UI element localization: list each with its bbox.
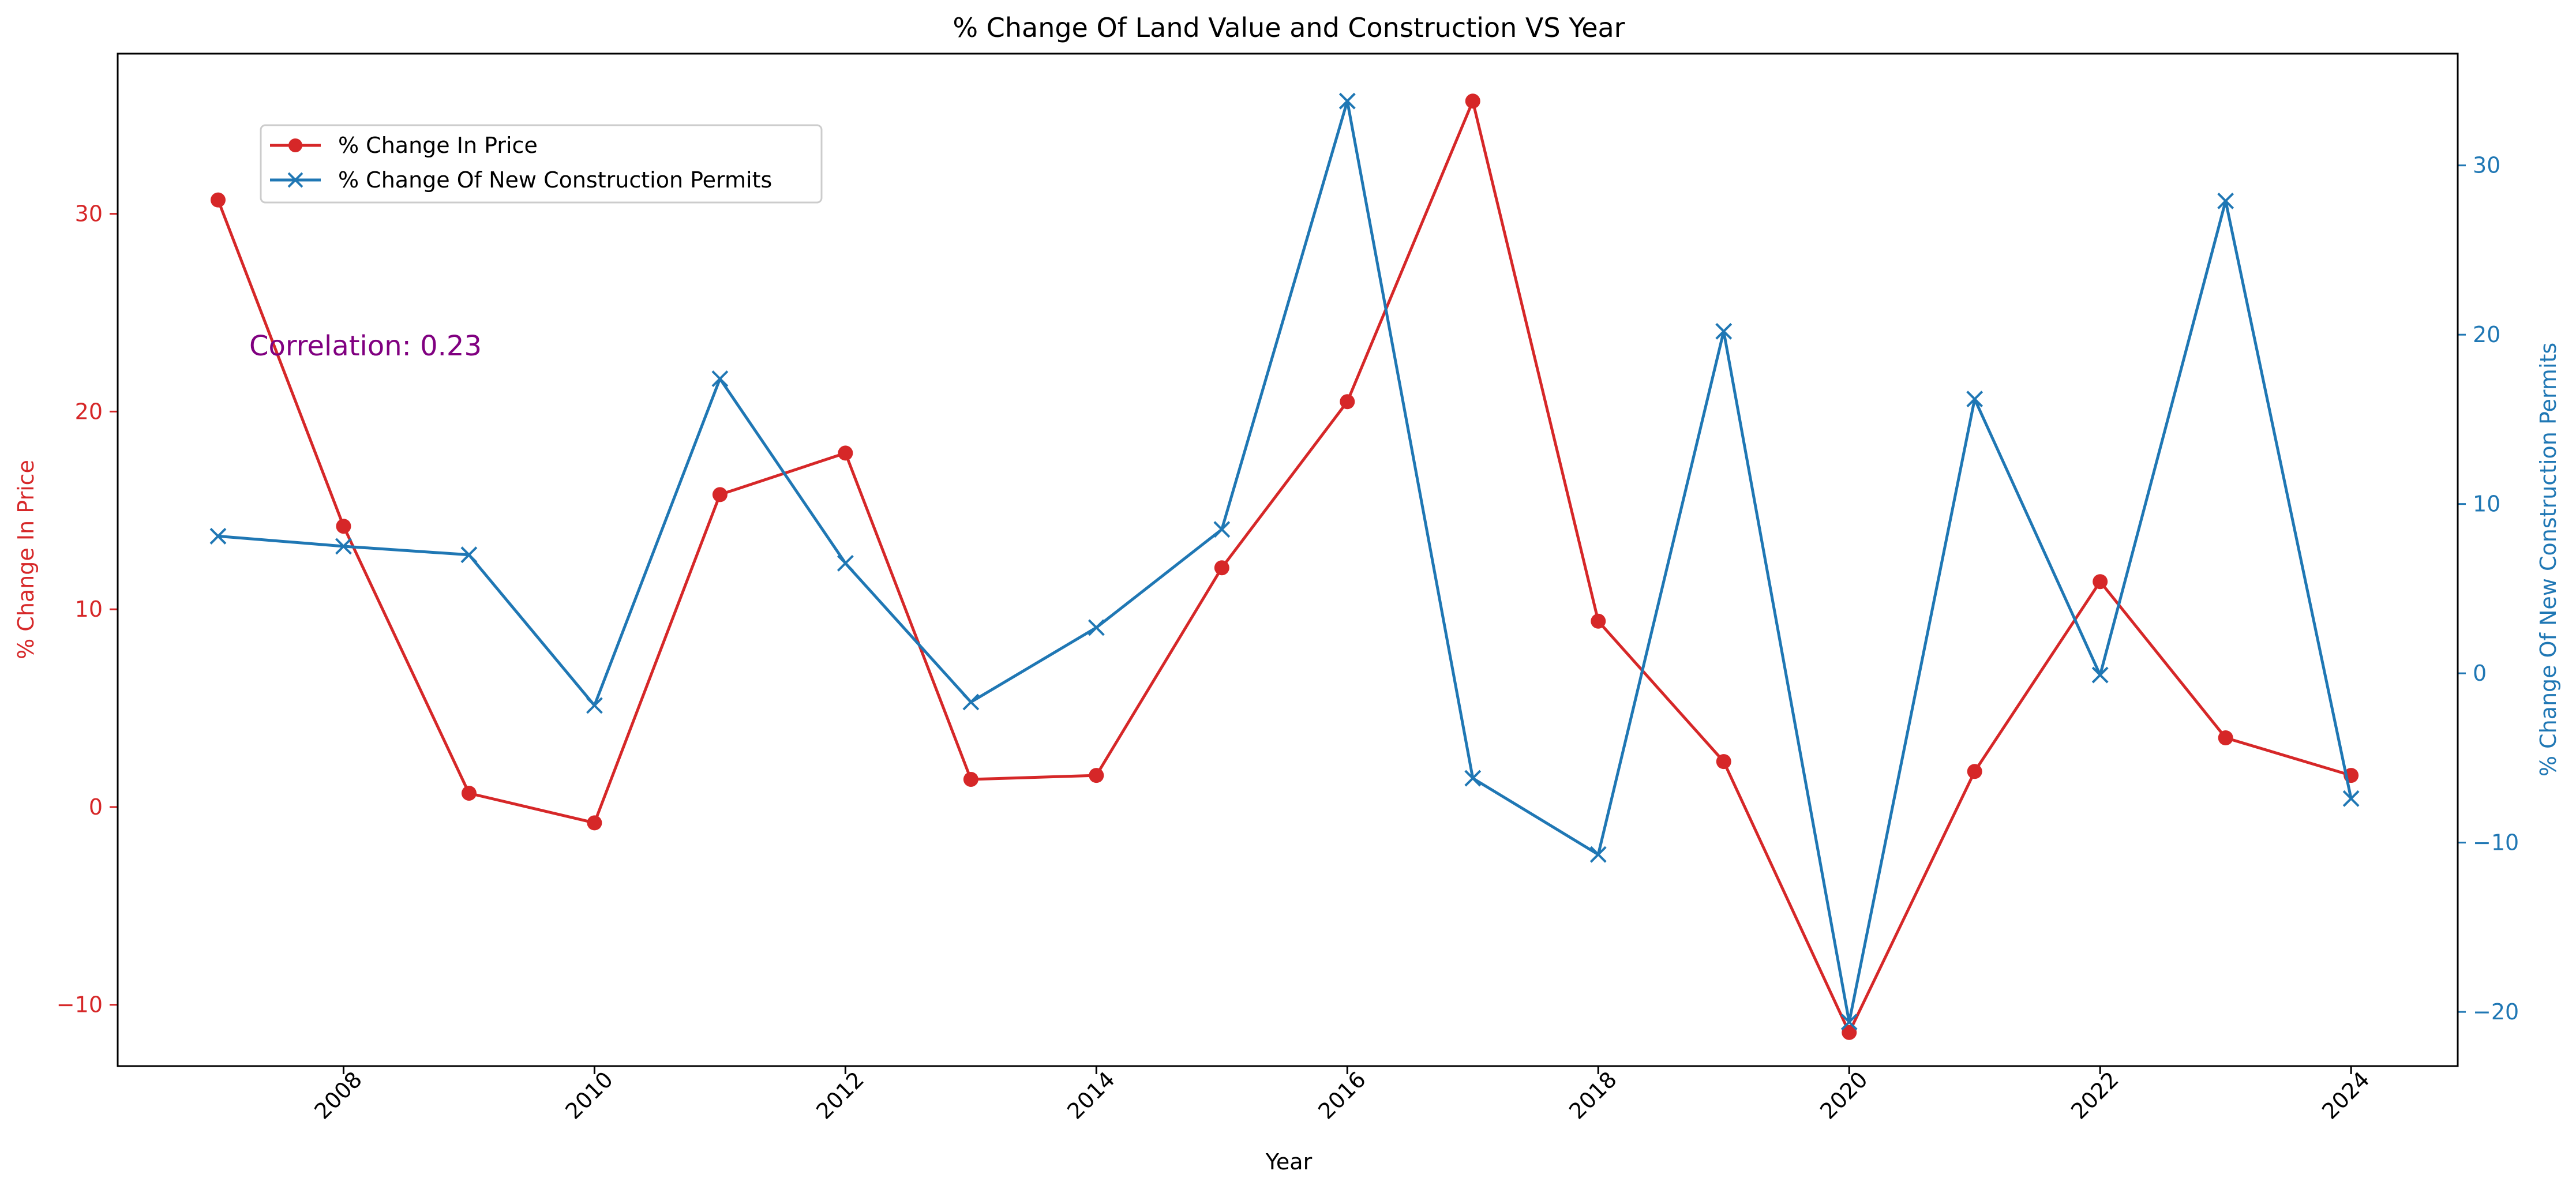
series-line-price [216, 99, 2352, 1034]
data-point-permits [2342, 790, 2360, 807]
legend-box [260, 124, 823, 204]
y-right-tick-label: 30 [2473, 153, 2500, 178]
y-right-tick-label: 20 [2473, 322, 2500, 347]
y-right-tick-label: −20 [2473, 999, 2519, 1025]
y-left-tick-label: 30 [75, 201, 103, 227]
data-point-permits [1088, 619, 1105, 636]
data-point-price [838, 445, 853, 461]
data-point-permits [1715, 322, 1733, 340]
plot-frame [117, 52, 2459, 1067]
data-point-permits [2217, 192, 2234, 209]
data-point-price [1340, 394, 1355, 410]
data-point-permits [209, 527, 227, 545]
data-point-permits [1840, 1014, 1858, 1031]
y-left-tick-label: 10 [75, 596, 103, 622]
data-point-permits [335, 538, 352, 555]
series-layer [209, 92, 2360, 1040]
data-point-permits [1338, 92, 1356, 110]
data-point-price [1591, 613, 1606, 629]
data-point-permits [460, 546, 478, 564]
data-point-price [712, 487, 728, 502]
data-point-permits [1589, 846, 1607, 863]
data-point-price [1214, 560, 1229, 576]
y-axis-right-title: % Change Of New Construction Permits [2536, 343, 2561, 776]
data-point-price [2218, 730, 2233, 745]
data-point-permits [962, 693, 980, 711]
y-right-tick-label: 10 [2473, 492, 2500, 517]
data-point-price [1465, 93, 1480, 109]
data-point-price [1842, 1025, 1857, 1040]
series-line-permits [218, 99, 2353, 1024]
y-right-tick-label: 0 [2473, 661, 2487, 686]
y-left-tick-label: 0 [89, 794, 103, 820]
data-point-permits [1464, 770, 1482, 787]
x-axis-title: Year [1265, 1149, 1313, 1175]
data-point-price [1089, 768, 1104, 783]
data-point-price [336, 519, 351, 534]
data-point-price [2093, 574, 2108, 590]
data-point-permits [837, 554, 854, 572]
y-left-tick-label: 20 [75, 399, 103, 424]
chart-title: % Change Of Land Value and Construction … [953, 12, 1625, 43]
y-left-tick-label: −10 [57, 992, 103, 1018]
data-point-price [963, 771, 978, 787]
data-point-permits [2091, 666, 2109, 684]
data-point-price [1716, 754, 1731, 770]
data-point-price [210, 192, 226, 208]
y-axis-left-title: % Change In Price [13, 460, 39, 659]
correlation-annotation: Correlation: 0.23 [249, 330, 482, 362]
legend-label-permits: % Change Of New Construction Permits [338, 167, 772, 193]
data-point-price [461, 785, 477, 801]
data-point-permits [1213, 521, 1231, 538]
legend: % Change In Price % Change Of New Constr… [260, 124, 823, 204]
data-point-permits [1966, 391, 1983, 408]
legend-marker-permits [287, 172, 303, 188]
legend-label-price: % Change In Price [338, 133, 538, 158]
data-point-price [587, 815, 602, 831]
data-point-permits [586, 697, 603, 714]
legend-marker-price [288, 138, 302, 152]
data-point-price [1967, 764, 1982, 779]
data-point-permits [711, 370, 729, 387]
y-right-tick-label: −10 [2473, 830, 2519, 856]
